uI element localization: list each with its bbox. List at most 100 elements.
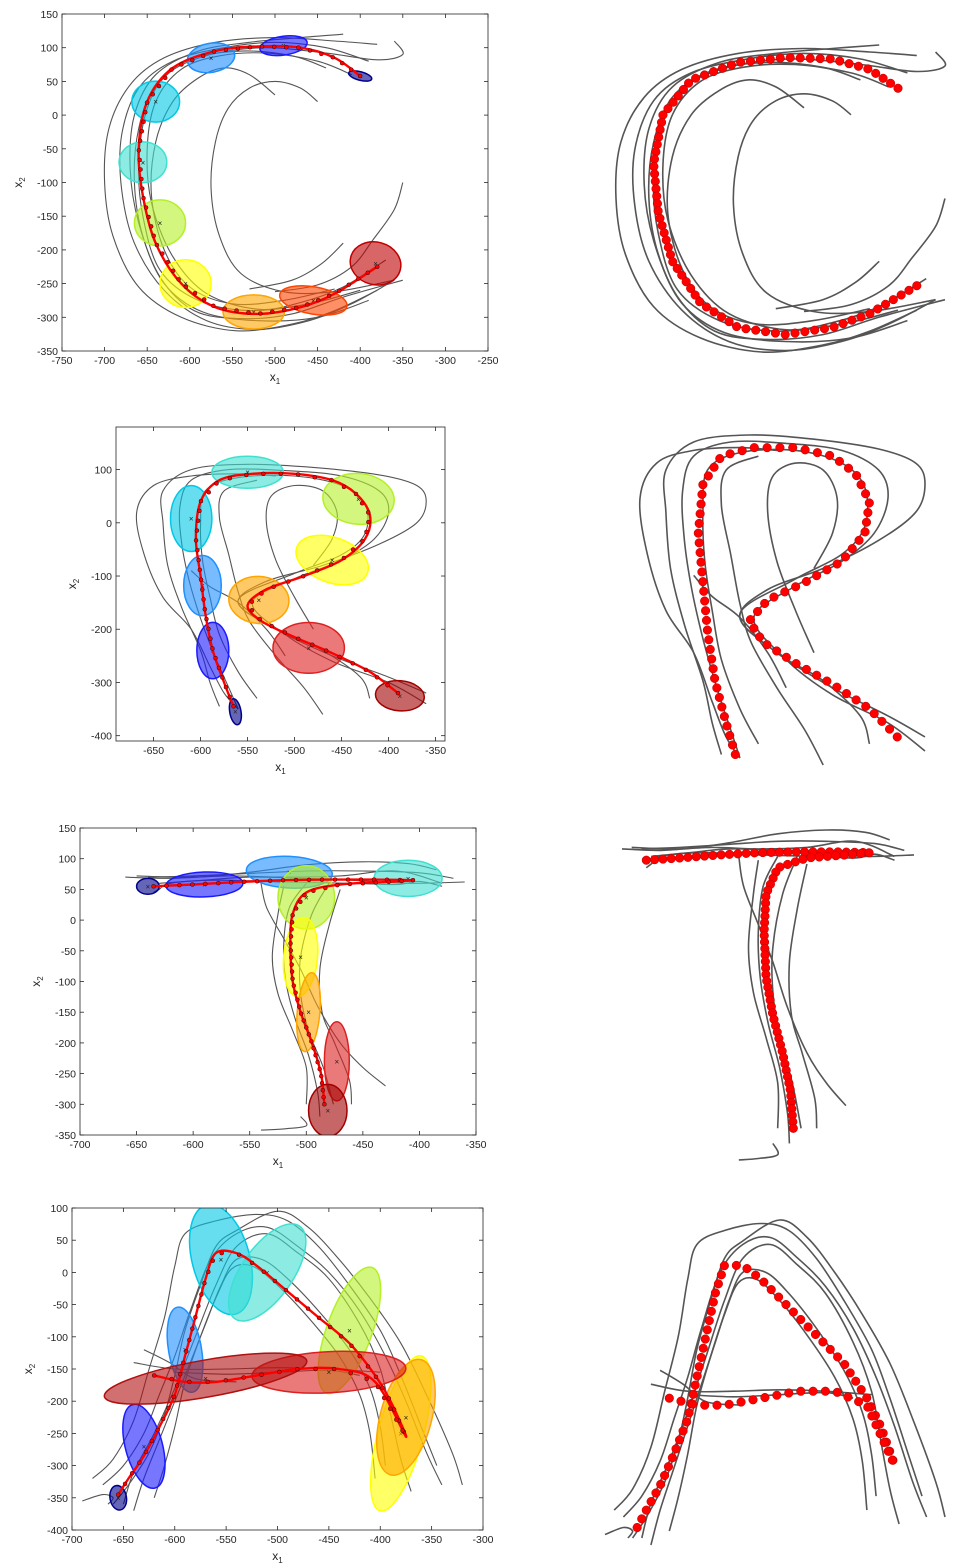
mean-path-point: [323, 885, 328, 891]
demonstration-trace: [119, 41, 395, 330]
reproduction-point: [765, 54, 775, 64]
reproduction-point: [762, 640, 772, 650]
reproduction-point: [808, 1386, 818, 1396]
mean-path-point: [339, 60, 345, 66]
mean-path-point: [291, 983, 296, 988]
gaussian-center-marker: ×: [334, 1057, 339, 1066]
reproduction-point: [710, 673, 720, 683]
mean-path-point: [202, 1280, 207, 1286]
reproduction-trace: [720, 455, 824, 766]
gaussian-center-marker: ×: [189, 515, 194, 524]
reproduction-trace: [766, 462, 839, 654]
x-tick-label: -750: [51, 355, 72, 367]
reproduction-point: [885, 724, 895, 734]
mean-path-point: [311, 1046, 316, 1051]
mean-path-point: [247, 45, 253, 50]
y-tick-label: -100: [55, 977, 76, 989]
mean-path-point: [391, 1407, 397, 1412]
mean-path-point: [141, 195, 146, 201]
y-tick-label: 50: [56, 1235, 68, 1247]
x-tick-label: -700: [61, 1534, 82, 1546]
mean-path-point: [154, 242, 160, 248]
mean-path-point: [187, 1379, 192, 1385]
reproduction-point: [883, 1446, 893, 1456]
gaussian-ellipse: [374, 679, 426, 712]
y-tick-label: -150: [47, 1364, 68, 1376]
reproduction-point: [755, 55, 765, 65]
reproduction-trace: [631, 829, 890, 850]
gaussian-ellipse: [103, 1352, 308, 1405]
reproduction-point: [829, 322, 839, 332]
reproduction-point: [656, 117, 667, 127]
reproduction-point: [732, 321, 742, 332]
reproduction-point: [852, 471, 862, 481]
gaussian-center-marker: ×: [373, 259, 378, 268]
reproduction-point: [912, 281, 922, 291]
reproduction-point: [697, 489, 707, 499]
gaussian-center-marker: ×: [142, 1442, 147, 1451]
reproduction-point: [722, 721, 732, 731]
reproduction-point: [863, 1402, 873, 1412]
mean-path-point: [195, 548, 200, 553]
mean-path-point: [151, 233, 156, 238]
reproduction-point: [772, 646, 782, 656]
reproduction-point: [825, 450, 835, 460]
reproduction-point: [741, 848, 751, 858]
reproduction-point: [709, 462, 719, 472]
gaussian-center-marker: ×: [304, 893, 309, 902]
reproduction-trace: [641, 840, 905, 852]
mean-path-point: [258, 311, 263, 316]
mean-path-point: [169, 67, 174, 72]
mean-path-point: [341, 555, 347, 561]
mean-path-point: [259, 44, 265, 49]
reproduction-trace: [803, 198, 946, 313]
panel-r-plot: ××××××××××-650 -600 -550 -500 -450 -400 -350-4…: [65, 426, 446, 776]
reproduction-point: [695, 509, 705, 519]
x-tick-label: -450: [318, 1534, 339, 1546]
demonstration-trace: [249, 242, 344, 290]
y-tick-label: -350: [47, 1493, 68, 1505]
y-tick-label: -200: [55, 1038, 76, 1050]
gaussian-center-marker: ×: [298, 953, 303, 962]
mean-path-point: [319, 877, 325, 882]
mean-path-point: [356, 276, 361, 281]
reproduction-point: [814, 852, 824, 862]
mean-path-point: [259, 591, 264, 596]
mean-path-point: [139, 176, 144, 182]
reproduction-point: [699, 586, 709, 596]
reproduction-point: [695, 297, 705, 307]
reproduction-point: [795, 53, 805, 63]
panel-t-reproduction: [621, 829, 915, 1161]
reproduction-point: [873, 304, 883, 314]
demonstration-trace: [271, 886, 308, 1105]
reproduction-point: [676, 1396, 686, 1406]
reproduction-point: [700, 596, 710, 606]
reproduction-point: [781, 1299, 791, 1310]
reproduction-point: [710, 1288, 720, 1298]
mean-path-point: [201, 297, 207, 302]
reproduction-trace: [681, 440, 926, 759]
reproduction-point: [893, 83, 903, 93]
demonstration-trace: [129, 33, 403, 320]
reproduction-point: [654, 132, 664, 142]
reproduction-point: [840, 1359, 850, 1370]
gaussian-center-marker: ×: [116, 1494, 121, 1503]
x-tick-label: -350: [421, 1534, 442, 1546]
mean-path-point: [311, 888, 316, 893]
reproduction-point: [880, 299, 891, 309]
reproduction-point: [775, 53, 785, 63]
reproduction-point: [769, 592, 779, 602]
mean-path-point: [241, 1375, 246, 1380]
reproduction-point: [708, 664, 718, 674]
mean-path-point: [202, 607, 207, 612]
x-axis-label-subscript: 1: [278, 1556, 283, 1565]
gaussian-ellipse: [322, 472, 395, 526]
demonstration-trace: [318, 889, 353, 1105]
reproduction-point: [810, 325, 820, 335]
mean-path-point: [200, 587, 205, 592]
mean-path-point: [214, 481, 219, 486]
mean-path-point: [235, 46, 241, 51]
gaussian-center-marker: ×: [203, 1375, 208, 1384]
reproduction-point: [820, 1386, 830, 1396]
x-axis-label-subscript: 1: [276, 377, 281, 386]
